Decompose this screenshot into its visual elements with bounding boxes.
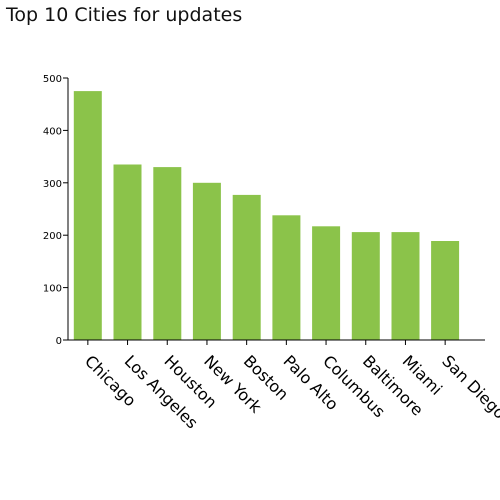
y-tick-label: 100 [43,284,62,295]
y-tick-label: 400 [43,126,62,137]
axes-layer [63,77,485,345]
bar-palo-alto [272,215,301,340]
bar-miami [391,232,420,340]
bar-boston [232,194,261,340]
bar-baltimore [351,232,380,340]
y-tick-label: 200 [43,231,62,242]
bars-layer [73,91,460,340]
bar-los-angeles [113,164,142,340]
y-tick-label: 500 [43,74,62,85]
x-category-label: San Diego [438,351,500,422]
y-tick-label: 300 [43,179,62,190]
bar-chicago [73,91,102,340]
y-tick-label: 0 [56,336,62,347]
chart-title: Top 10 Cities for updates [6,4,243,26]
bar-new-york [192,182,221,340]
bar-san-diego [431,241,460,340]
bar-houston [153,167,182,340]
bar-columbus [312,226,341,340]
